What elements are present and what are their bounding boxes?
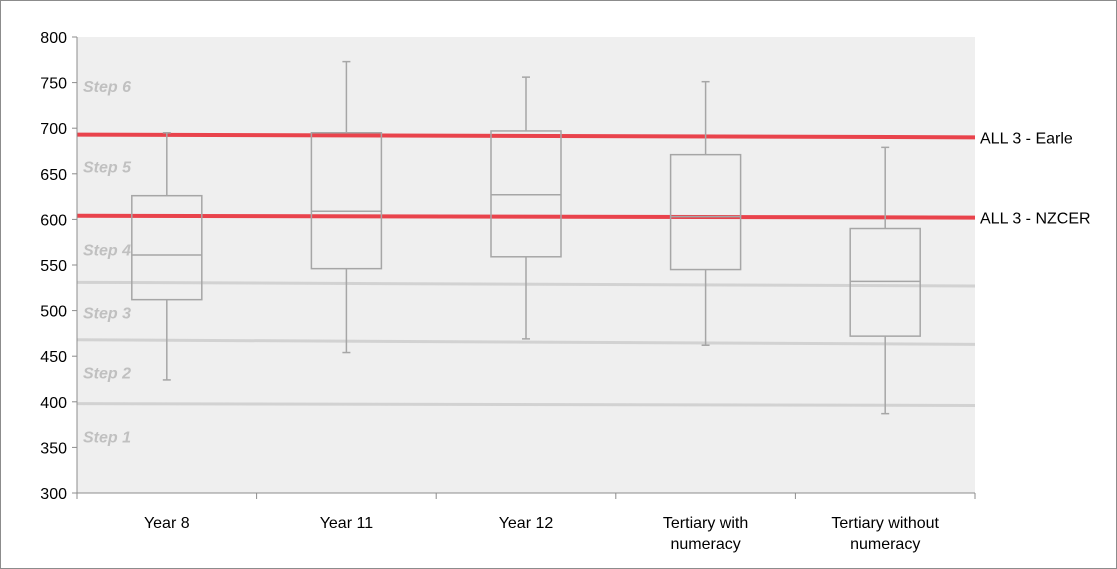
y-tick-label: 600 bbox=[40, 212, 67, 229]
box-plot bbox=[131, 132, 203, 381]
box-plot bbox=[849, 146, 921, 415]
x-category-label: numeracy bbox=[850, 536, 920, 553]
x-category-label: Tertiary with bbox=[663, 515, 748, 532]
y-tick-label: 450 bbox=[40, 349, 67, 366]
y-tick-label: 400 bbox=[40, 395, 67, 412]
step-label: Step 4 bbox=[83, 242, 131, 259]
box-iqr bbox=[310, 132, 383, 270]
step-boundary-line bbox=[76, 402, 976, 407]
reference-line bbox=[76, 132, 976, 140]
x-category-label: Year 11 bbox=[320, 515, 373, 532]
step-label: Step 2 bbox=[83, 366, 131, 383]
y-tick-label: 650 bbox=[40, 167, 67, 184]
step-boundary-line bbox=[76, 338, 976, 346]
reference-line-label: ALL 3 - Earle bbox=[980, 130, 1073, 147]
y-tick-label: 300 bbox=[40, 486, 67, 503]
x-category-label: Year 12 bbox=[499, 515, 554, 532]
step-label: Step 5 bbox=[83, 160, 132, 177]
box-iqr bbox=[849, 227, 921, 337]
x-category-label: Tertiary without bbox=[831, 515, 939, 532]
step-label: Step 1 bbox=[83, 429, 131, 446]
reference-line-label: ALL 3 - NZCER bbox=[980, 211, 1091, 228]
x-category-label: numeracy bbox=[670, 536, 740, 553]
y-tick-label: 550 bbox=[40, 258, 67, 275]
box-plot bbox=[490, 76, 562, 340]
box-plot bbox=[669, 80, 742, 347]
y-tick-label: 750 bbox=[40, 76, 67, 93]
box-plot bbox=[310, 60, 383, 354]
y-tick-label: 350 bbox=[40, 440, 67, 457]
box-iqr bbox=[669, 153, 742, 271]
y-tick-label: 500 bbox=[40, 304, 67, 321]
box-iqr bbox=[490, 130, 562, 258]
reference-line bbox=[76, 213, 976, 220]
step-label: Step 6 bbox=[83, 79, 131, 96]
step-label: Step 3 bbox=[83, 305, 131, 322]
x-category-label: Year 8 bbox=[144, 515, 190, 532]
box-iqr bbox=[131, 194, 203, 301]
y-tick-label: 800 bbox=[40, 30, 67, 47]
y-tick-label: 700 bbox=[40, 121, 67, 138]
